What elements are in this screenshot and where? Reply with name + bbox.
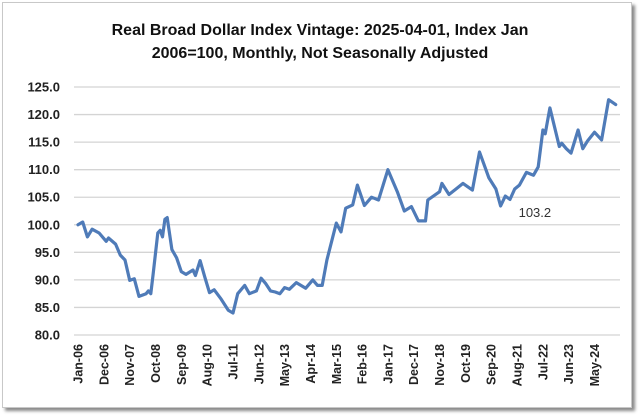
chart-title-line-2: 2006=100, Monthly, Not Seasonally Adjust… [152,45,489,62]
y-tick-label: 110.0 [28,162,60,177]
y-tick-label: 95.0 [35,245,60,260]
chart-frame [2,2,632,408]
x-tick-label: Mar-15 [330,344,344,384]
x-tick-label: Nov-18 [433,344,447,386]
x-tick-label: Feb-16 [356,344,370,384]
x-tick-label: May-24 [588,344,602,386]
x-tick-label: Oct-08 [149,344,163,383]
x-tick-label: Jul-11 [226,344,240,379]
chart-title-line-1: Real Broad Dollar Index Vintage: 2025-04… [112,22,529,39]
series-points [77,99,616,313]
x-tick-label: Aug-21 [511,344,525,386]
x-axis: Jan-06 Dec-06 Nov-07 Oct-08 Sep-09 Aug-10 Jul-… [72,344,603,386]
x-tick-label: Sep-09 [175,344,189,385]
gridlines [74,86,620,336]
x-tick-label: Dec-17 [407,344,421,385]
series-line [76,98,618,315]
x-tick-label: Apr-14 [304,344,318,384]
y-tick-label: 105.0 [27,190,60,205]
x-tick-label: Oct-19 [459,344,473,383]
x-tick-label: Nov-07 [123,344,137,386]
y-tick-label: 100.0 [27,217,60,232]
y-tick-label: 120.0 [27,107,60,122]
x-tick-label: Jun-23 [562,344,576,384]
x-tick-label: Jun-12 [252,344,266,384]
y-tick-label: 80.0 [35,328,60,343]
y-tick-label: 115.0 [28,135,60,150]
x-tick-label: Jan-06 [72,344,86,384]
y-tick-label: 90.0 [35,272,60,287]
x-tick-label: Jan-17 [381,344,395,384]
x-tick-label: Sep-20 [485,344,499,385]
x-tick-label: Aug-10 [201,344,215,386]
annotation-label: 103.2 [519,205,552,220]
y-axis: 80.0 85.0 90.0 95.0 100.0 105.0 110.0 115.0 120.… [27,80,60,343]
x-tick-label: May-13 [278,344,292,386]
x-tick-label: Dec-06 [97,344,111,385]
y-tick-label: 85.0 [35,300,60,315]
x-tick-label: Jul-22 [536,344,550,380]
y-tick-label: 125.0 [27,80,60,95]
